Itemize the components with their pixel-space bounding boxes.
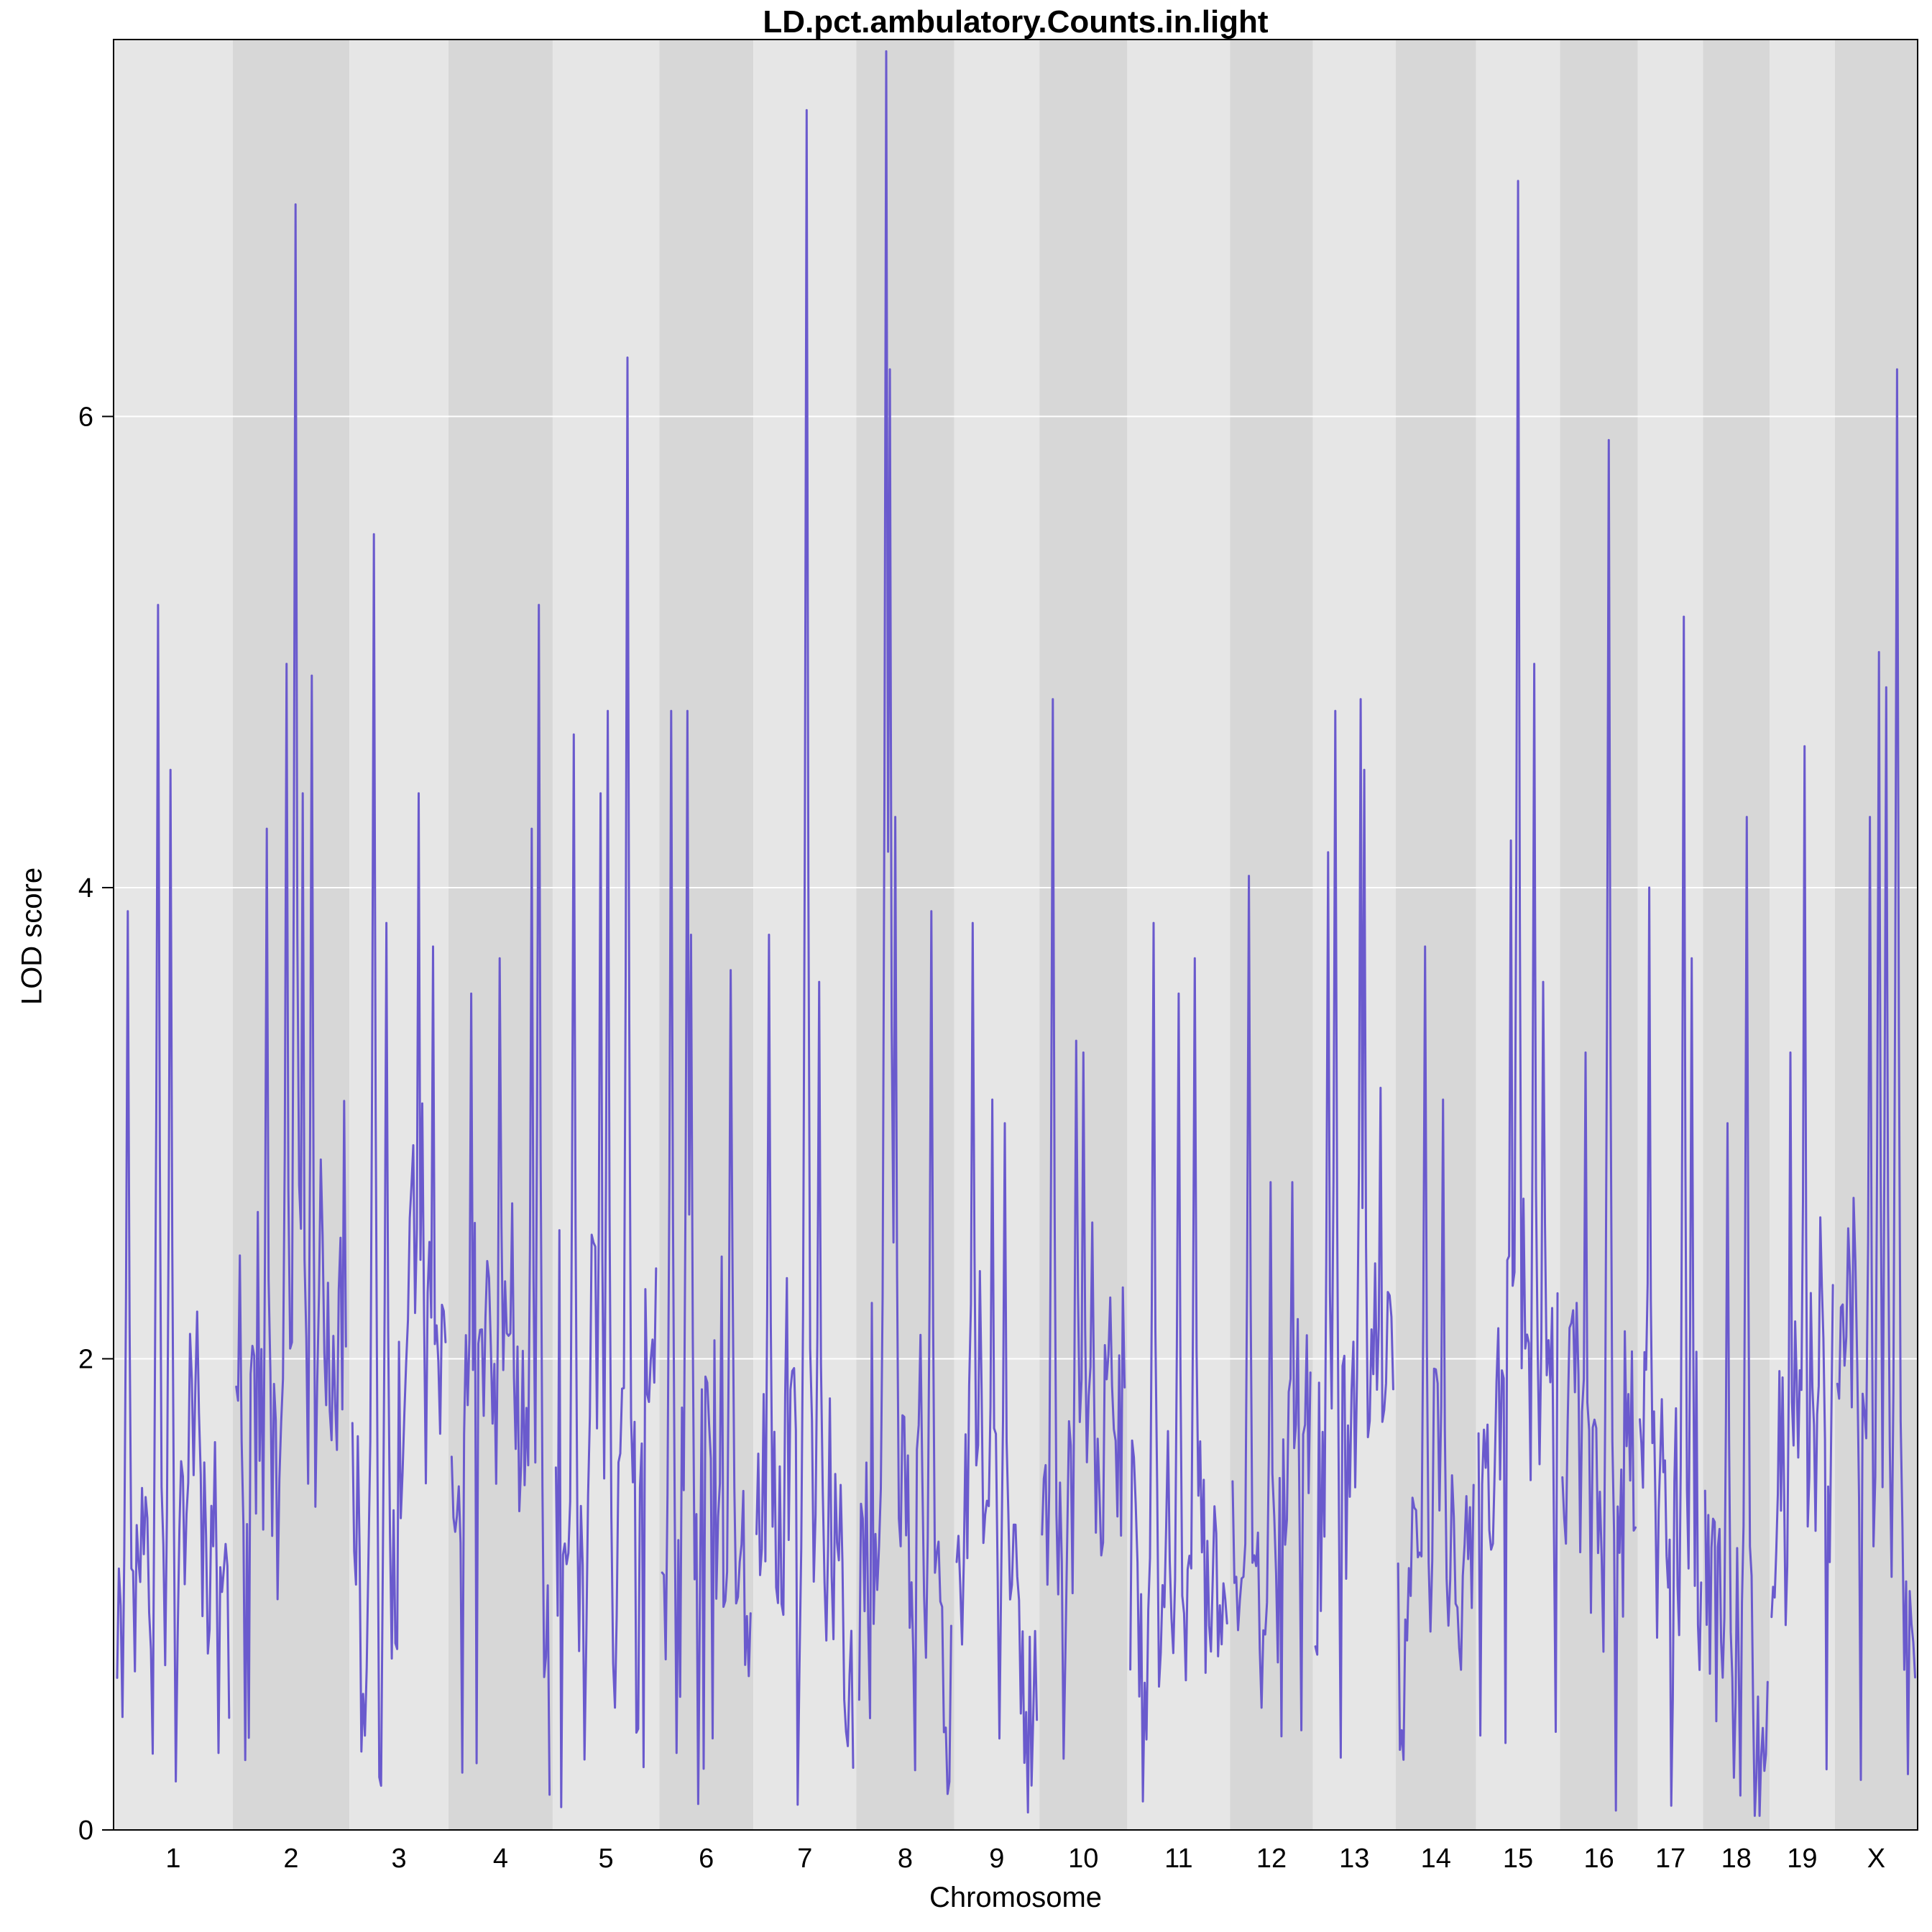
x-tick-label: X xyxy=(1867,1844,1885,1874)
x-axis-label: Chromosome xyxy=(929,1882,1103,1913)
lod-trace xyxy=(1836,368,1916,1781)
lod-trace xyxy=(755,109,855,1806)
plot-border xyxy=(113,39,1918,1831)
lod-trace xyxy=(955,921,1039,1814)
x-tick-label: 14 xyxy=(1421,1844,1451,1874)
lod-trace xyxy=(1129,921,1228,1803)
x-tick-label: 1 xyxy=(165,1844,180,1874)
lod-trace xyxy=(661,709,752,1806)
lod-trace xyxy=(1561,438,1637,1812)
x-tick-label: 9 xyxy=(989,1844,1004,1874)
lod-trace xyxy=(351,533,447,1787)
y-tick-label: 2 xyxy=(78,1344,93,1374)
lod-trace xyxy=(450,604,551,1796)
lod-trace xyxy=(1231,875,1312,1738)
y-tick-label: 4 xyxy=(78,873,93,903)
x-tick-label: 10 xyxy=(1068,1844,1098,1874)
x-tick-label: 19 xyxy=(1787,1844,1817,1874)
x-tick-label: 2 xyxy=(283,1844,298,1874)
y-tick-label: 0 xyxy=(78,1816,93,1846)
chromosome-band xyxy=(1395,40,1476,1830)
x-tick-label: 7 xyxy=(797,1844,812,1874)
x-tick-label: 6 xyxy=(699,1844,714,1874)
lod-trace xyxy=(116,604,231,1782)
x-tick-label: 12 xyxy=(1256,1844,1287,1874)
lod-trace xyxy=(1477,180,1559,1744)
lod-trace xyxy=(235,203,347,1762)
chromosome-band xyxy=(1560,40,1638,1830)
x-tick-label: 4 xyxy=(493,1844,508,1874)
x-tick-label: 13 xyxy=(1339,1844,1369,1874)
lod-trace xyxy=(1639,615,1703,1807)
x-tick-label: 16 xyxy=(1584,1844,1614,1874)
chromosome-band xyxy=(1834,40,1918,1830)
chromosome-band xyxy=(448,40,553,1830)
lod-trace xyxy=(1703,816,1769,1817)
x-tick-label: 18 xyxy=(1721,1844,1752,1874)
chromosome-band xyxy=(1770,40,1835,1830)
x-tick-label: 15 xyxy=(1503,1844,1533,1874)
chromosome-band xyxy=(232,40,350,1830)
lod-trace xyxy=(1770,745,1834,1771)
lod-trace xyxy=(1041,698,1126,1760)
lod-trace xyxy=(1397,945,1475,1761)
x-tick-label: 11 xyxy=(1164,1844,1192,1874)
chromosome-band xyxy=(1312,40,1396,1830)
x-tick-label: 3 xyxy=(392,1844,407,1874)
chromosome-band xyxy=(349,40,449,1830)
chart-title: LD.pct.ambulatory.Counts.in.light xyxy=(763,4,1269,40)
x-tick-label: 17 xyxy=(1655,1844,1685,1874)
x-tick-label: 5 xyxy=(599,1844,614,1874)
y-tick-label: 6 xyxy=(78,402,93,432)
lod-trace xyxy=(554,356,658,1808)
chromosome-band xyxy=(1127,40,1230,1830)
lod-trace xyxy=(857,50,952,1795)
lod-trace xyxy=(1314,698,1394,1759)
x-tick-label: 8 xyxy=(898,1844,913,1874)
